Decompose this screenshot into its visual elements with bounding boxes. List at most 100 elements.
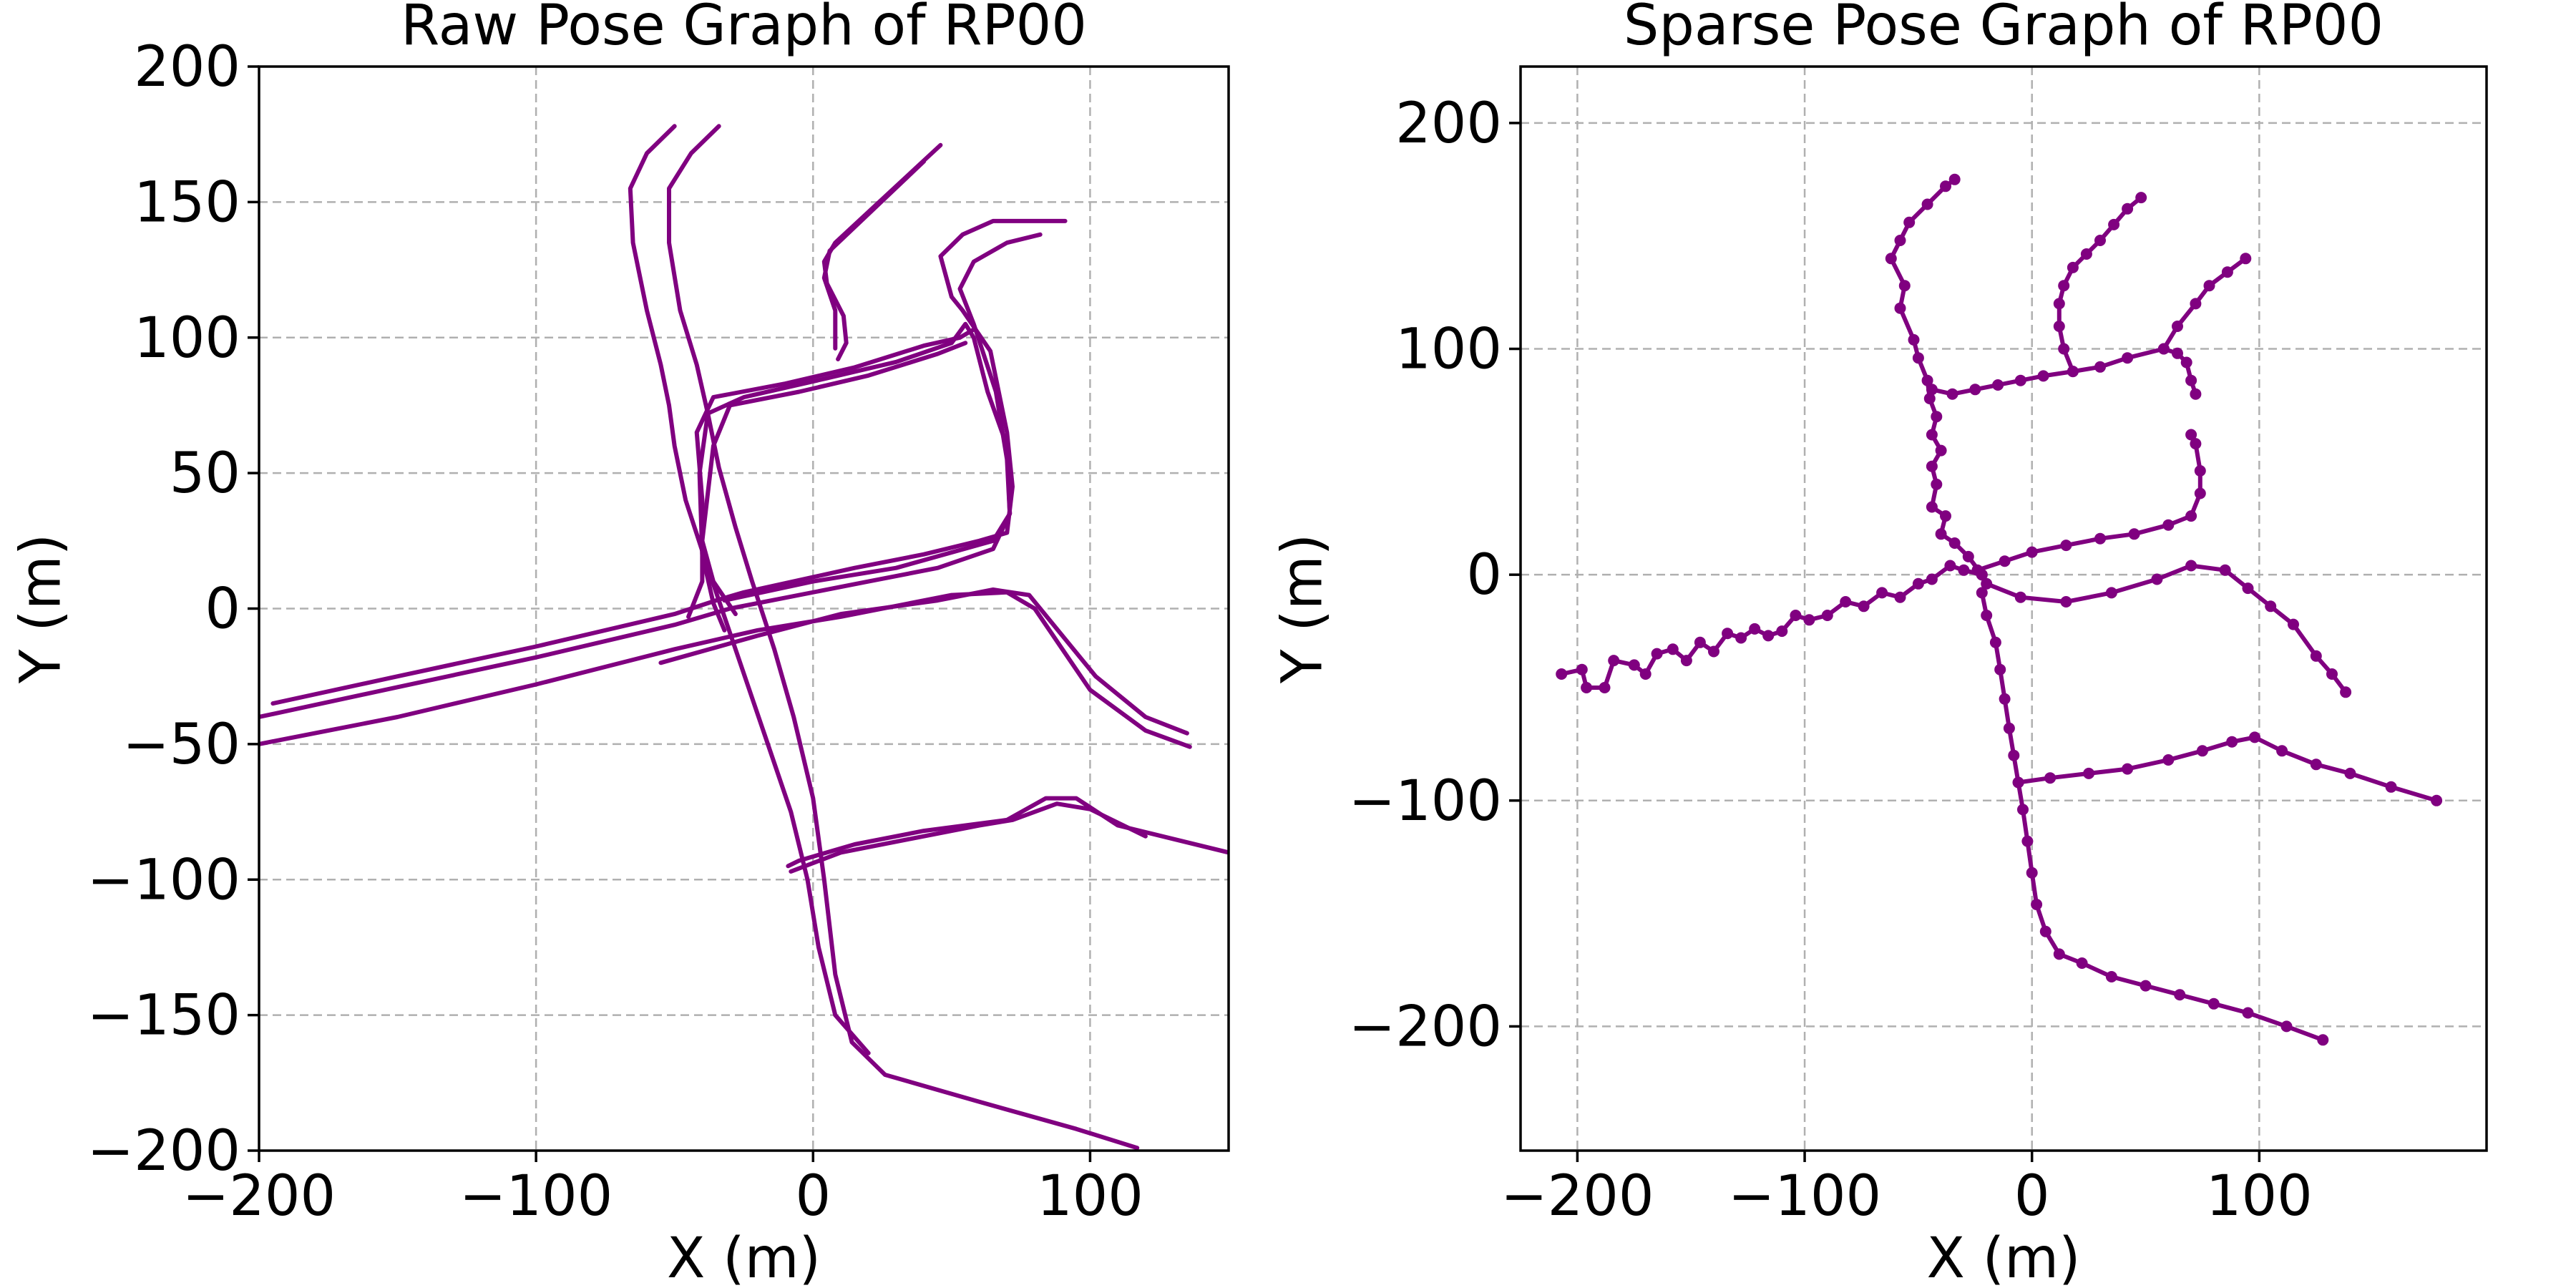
sparse-point <box>2276 745 2288 757</box>
sparse-point <box>1581 682 1593 693</box>
sparse-point <box>2249 731 2260 743</box>
sparse-point <box>1898 280 1911 292</box>
sparse-point <box>1858 600 1870 613</box>
sparse-point <box>2240 253 2252 265</box>
sparse-point <box>2185 510 2197 522</box>
sparse-point <box>1903 216 1916 228</box>
sparse-point <box>2053 948 2065 960</box>
sparse-point <box>1958 564 1970 576</box>
sparse-point <box>1722 628 1734 640</box>
sparse-point <box>1776 625 1788 638</box>
raw-x-axis-label: X (m) <box>667 1226 821 1288</box>
raw-ytick-label: −50 <box>122 713 240 777</box>
sparse-point <box>1912 577 1924 590</box>
raw-series-inner-loop <box>697 321 1013 633</box>
sparse-point <box>1989 636 2001 648</box>
sparse-point <box>2003 722 2015 734</box>
sparse-series-south-trunk <box>1979 590 2326 1043</box>
sparse-point <box>2280 1020 2293 1033</box>
sparse-point <box>2194 465 2206 477</box>
sparse-point <box>1680 655 1692 667</box>
sparse-point <box>2221 266 2233 278</box>
raw-series-east-west-lower-b <box>658 587 1189 736</box>
sparse-point <box>1999 555 2011 567</box>
sparse-point <box>1803 614 1815 626</box>
sparse-point <box>1762 630 1775 642</box>
sparse-point <box>2122 352 2134 364</box>
sparse-point <box>1940 510 1951 522</box>
sparse-point <box>2190 298 2202 310</box>
sparse-point <box>1926 573 1938 585</box>
sparse-ytick-label: −100 <box>1349 769 1502 834</box>
sparse-point <box>1608 655 1620 667</box>
sparse-point <box>2039 925 2051 937</box>
sparse-point <box>2105 587 2117 599</box>
sparse-point <box>2162 754 2175 766</box>
sparse-point <box>2207 997 2220 1010</box>
sparse-point <box>2194 487 2206 499</box>
sparse-xtick-label: 0 <box>2014 1164 2050 1229</box>
sparse-point <box>2076 957 2088 969</box>
sparse-y-axis-label: Y (m) <box>1270 534 1335 684</box>
sparse-ytick-label: −200 <box>1349 995 1502 1059</box>
sparse-point <box>2008 749 2020 761</box>
sparse-point <box>2172 321 2183 332</box>
raw-xtick-label: 100 <box>1037 1164 1143 1229</box>
sparse-point <box>2122 203 2134 215</box>
sparse-point <box>2058 343 2070 355</box>
raw-series-north-spur-2 <box>821 159 927 351</box>
sparse-point <box>2190 438 2202 450</box>
sparse-point <box>2310 758 2322 771</box>
sparse-point <box>1999 693 2011 705</box>
sparse-point <box>2174 989 2186 1001</box>
sparse-point <box>2180 356 2192 369</box>
sparse-point <box>2026 546 2038 558</box>
sparse-point <box>2128 528 2140 540</box>
raw-series <box>259 124 1229 1151</box>
sparse-point <box>2014 374 2026 386</box>
raw-ytick-label: 0 <box>205 577 240 642</box>
sparse-point <box>2317 1034 2329 1046</box>
sparse-point <box>1921 374 1933 386</box>
sparse-point <box>2151 573 2163 585</box>
sparse-point <box>2385 781 2397 793</box>
raw-pose-graph-panel: −200 −100 0 100−200−150−100−50050100150200 … <box>9 0 1230 1288</box>
sparse-point <box>2310 650 2322 662</box>
raw-series-east-west-upper-a <box>270 218 1068 706</box>
sparse-point <box>2060 540 2072 552</box>
sparse-point <box>1992 379 2004 391</box>
sparse-point <box>1876 587 1888 599</box>
sparse-xtick-label: −100 <box>1728 1164 1881 1229</box>
sparse-point <box>2340 686 2352 698</box>
sparse-point <box>1735 632 1747 644</box>
sparse-point <box>1708 645 1719 658</box>
raw-series-diagonal-road-a <box>628 124 871 1055</box>
sparse-point <box>2226 736 2238 748</box>
raw-ytick-label: −200 <box>87 1119 240 1184</box>
sparse-point <box>2196 745 2208 757</box>
sparse-point <box>1894 302 1906 314</box>
sparse-point <box>2288 618 2299 630</box>
raw-ytick-label: 100 <box>134 306 240 371</box>
raw-series-south-east-branch-b <box>789 801 1148 874</box>
sparse-point <box>1940 180 1951 192</box>
raw-series-east-west-upper-b <box>259 232 1043 719</box>
sparse-point <box>2157 343 2170 355</box>
sparse-point <box>2108 218 2120 230</box>
sparse-point <box>1576 663 1588 675</box>
sparse-point <box>1667 643 1679 655</box>
raw-xtick-label: 0 <box>795 1164 831 1229</box>
sparse-point <box>2242 582 2254 595</box>
sparse-point <box>2185 374 2197 386</box>
sparse-point <box>2190 388 2202 400</box>
sparse-series <box>1556 173 2443 1046</box>
sparse-pose-graph-panel: −200 −100 0 100 −200 −100 0 100 200 Sparse Pose … <box>1270 0 2488 1288</box>
sparse-point <box>1926 501 1938 513</box>
sparse-chart-title: Sparse Pose Graph of RP00 <box>1624 0 2384 58</box>
sparse-point <box>1921 198 1933 210</box>
sparse-point <box>1599 682 1611 693</box>
sparse-point <box>2094 532 2106 545</box>
sparse-point <box>1908 333 1920 346</box>
sparse-point <box>1639 668 1652 680</box>
